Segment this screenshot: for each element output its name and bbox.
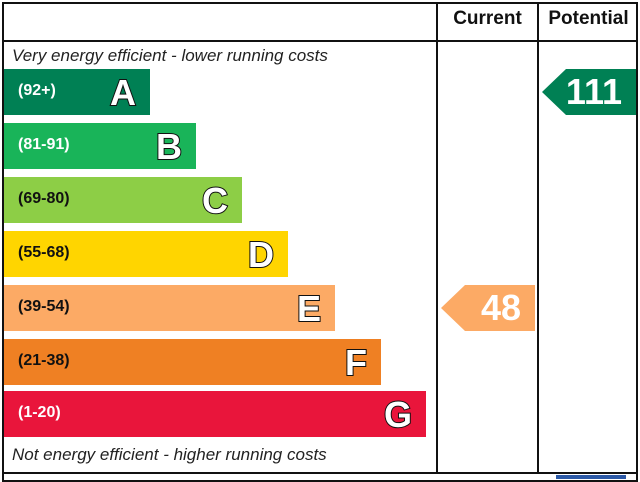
band-range-label: (21-38): [18, 352, 70, 369]
current-header: Current: [453, 8, 522, 29]
footer-logo-strip: [556, 475, 626, 479]
band-range-label: (69-80): [18, 190, 70, 207]
band-letter: A: [109, 71, 137, 114]
band-range-label: (92+): [18, 82, 56, 99]
band-range-label: (39-54): [18, 298, 70, 315]
current-rating-value: 48: [480, 287, 521, 328]
band-a: (92+) A: [4, 69, 150, 115]
potential-rating-value: 111: [565, 71, 622, 112]
potential-column-divider: [537, 2, 539, 474]
band-letter: G: [383, 393, 413, 436]
header-divider: [2, 40, 638, 42]
current-arrow-shape: [441, 285, 535, 331]
top-efficiency-note: Very energy efficient - lower running co…: [12, 46, 328, 65]
band-letter: F: [344, 341, 368, 384]
bottom-efficiency-note: Not energy efficient - higher running co…: [12, 445, 327, 464]
band-letter: E: [296, 287, 322, 330]
band-d: (55-68) D: [4, 231, 288, 277]
potential-rating-arrow: 111: [542, 69, 636, 115]
band-c: (69-80) C: [4, 177, 242, 223]
band-g: (1-20) G: [4, 391, 426, 437]
band-range-label: (1-20): [18, 404, 61, 421]
current-column-divider: [436, 2, 438, 474]
band-range-label: (81-91): [18, 136, 70, 153]
current-rating-arrow: 48: [441, 285, 535, 331]
band-letter: B: [155, 125, 183, 168]
potential-arrow-shape: [542, 69, 636, 115]
band-e: (39-54) E: [4, 285, 335, 331]
band-range-label: (55-68): [18, 244, 70, 261]
band-letter: C: [201, 179, 229, 222]
potential-header: Potential: [548, 8, 629, 29]
footer-divider: [2, 472, 638, 474]
band-letter: D: [247, 233, 275, 276]
band-f: (21-38) F: [4, 339, 381, 385]
band-b: (81-91) B: [4, 123, 196, 169]
